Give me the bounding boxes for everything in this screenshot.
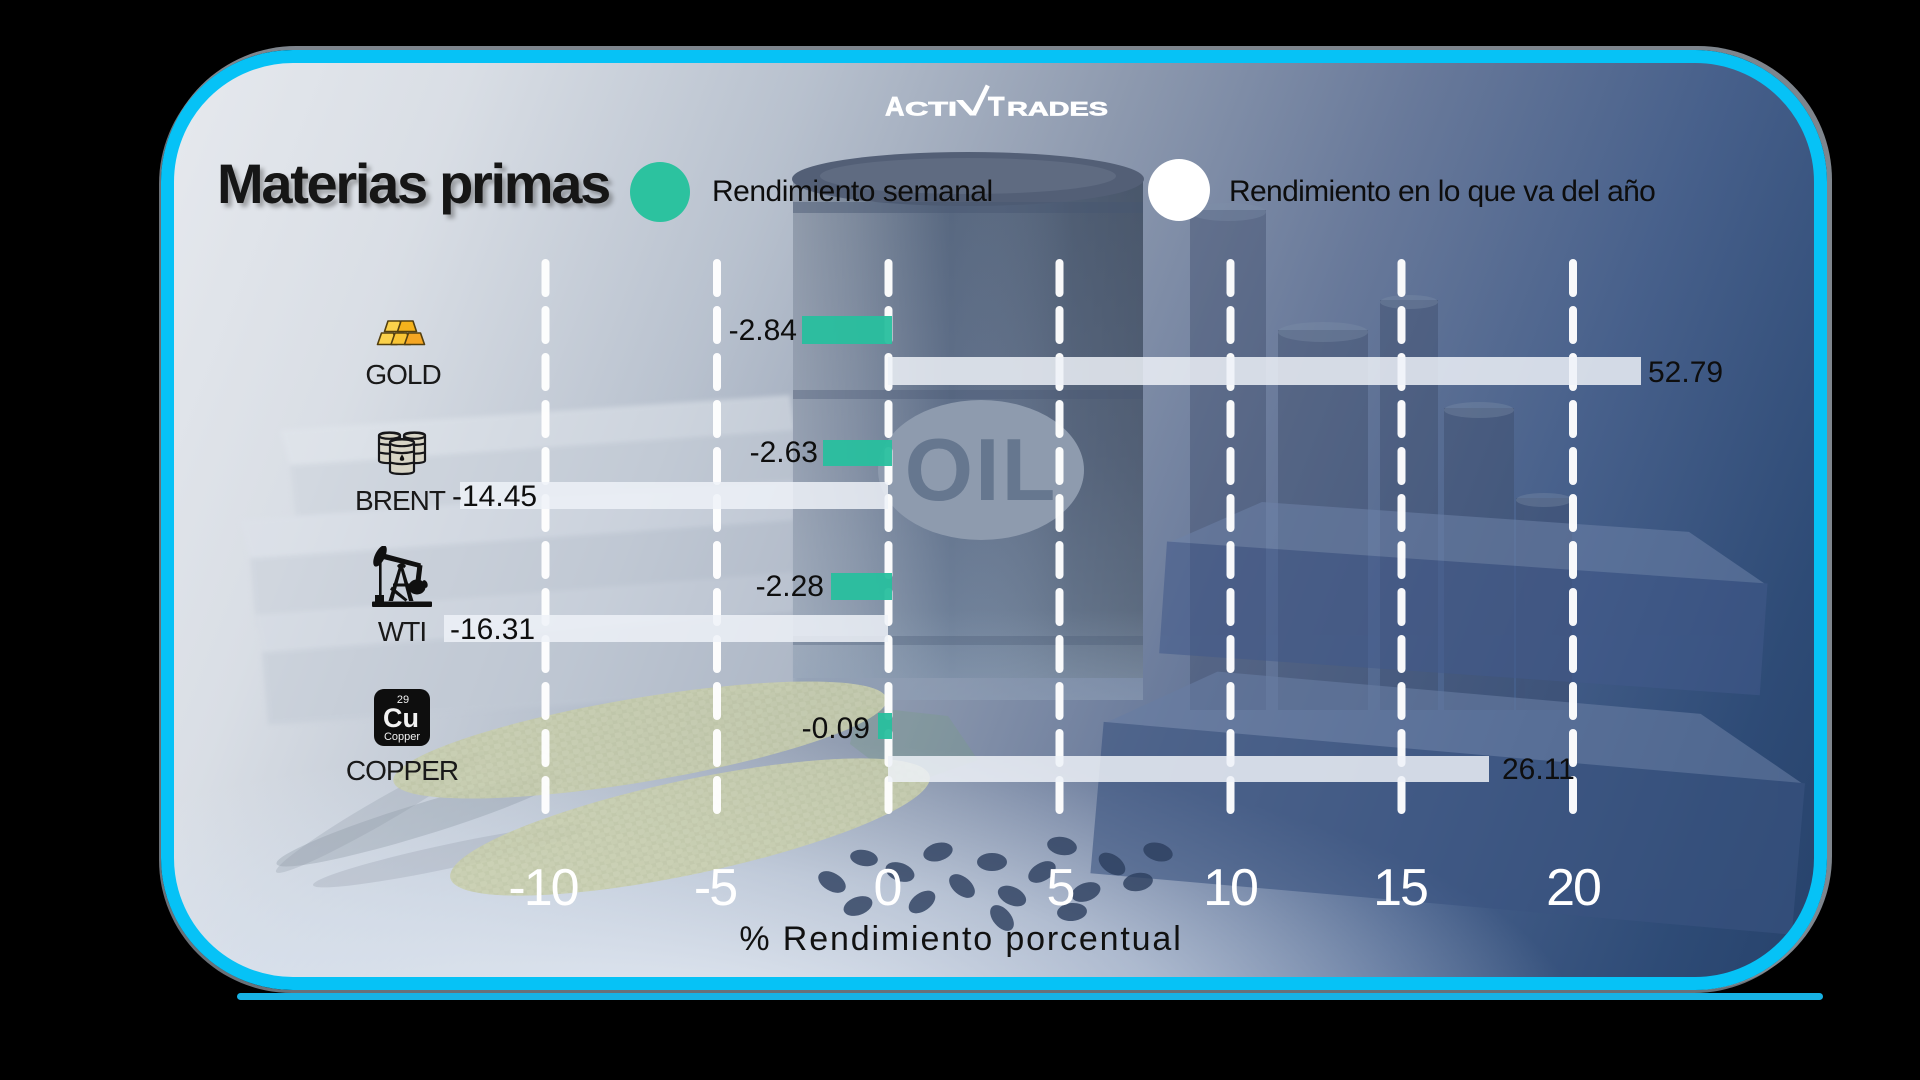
- svg-text:Copper: Copper: [384, 731, 420, 743]
- svg-text:RADES: RADES: [1007, 100, 1108, 121]
- svg-text:29: 29: [397, 694, 409, 706]
- svg-text:A: A: [885, 92, 905, 122]
- svg-text:CTI: CTI: [905, 100, 957, 121]
- svg-text:T: T: [988, 92, 1005, 122]
- svg-text:OIL: OIL: [905, 420, 1058, 519]
- svg-text:Cu: Cu: [383, 703, 419, 733]
